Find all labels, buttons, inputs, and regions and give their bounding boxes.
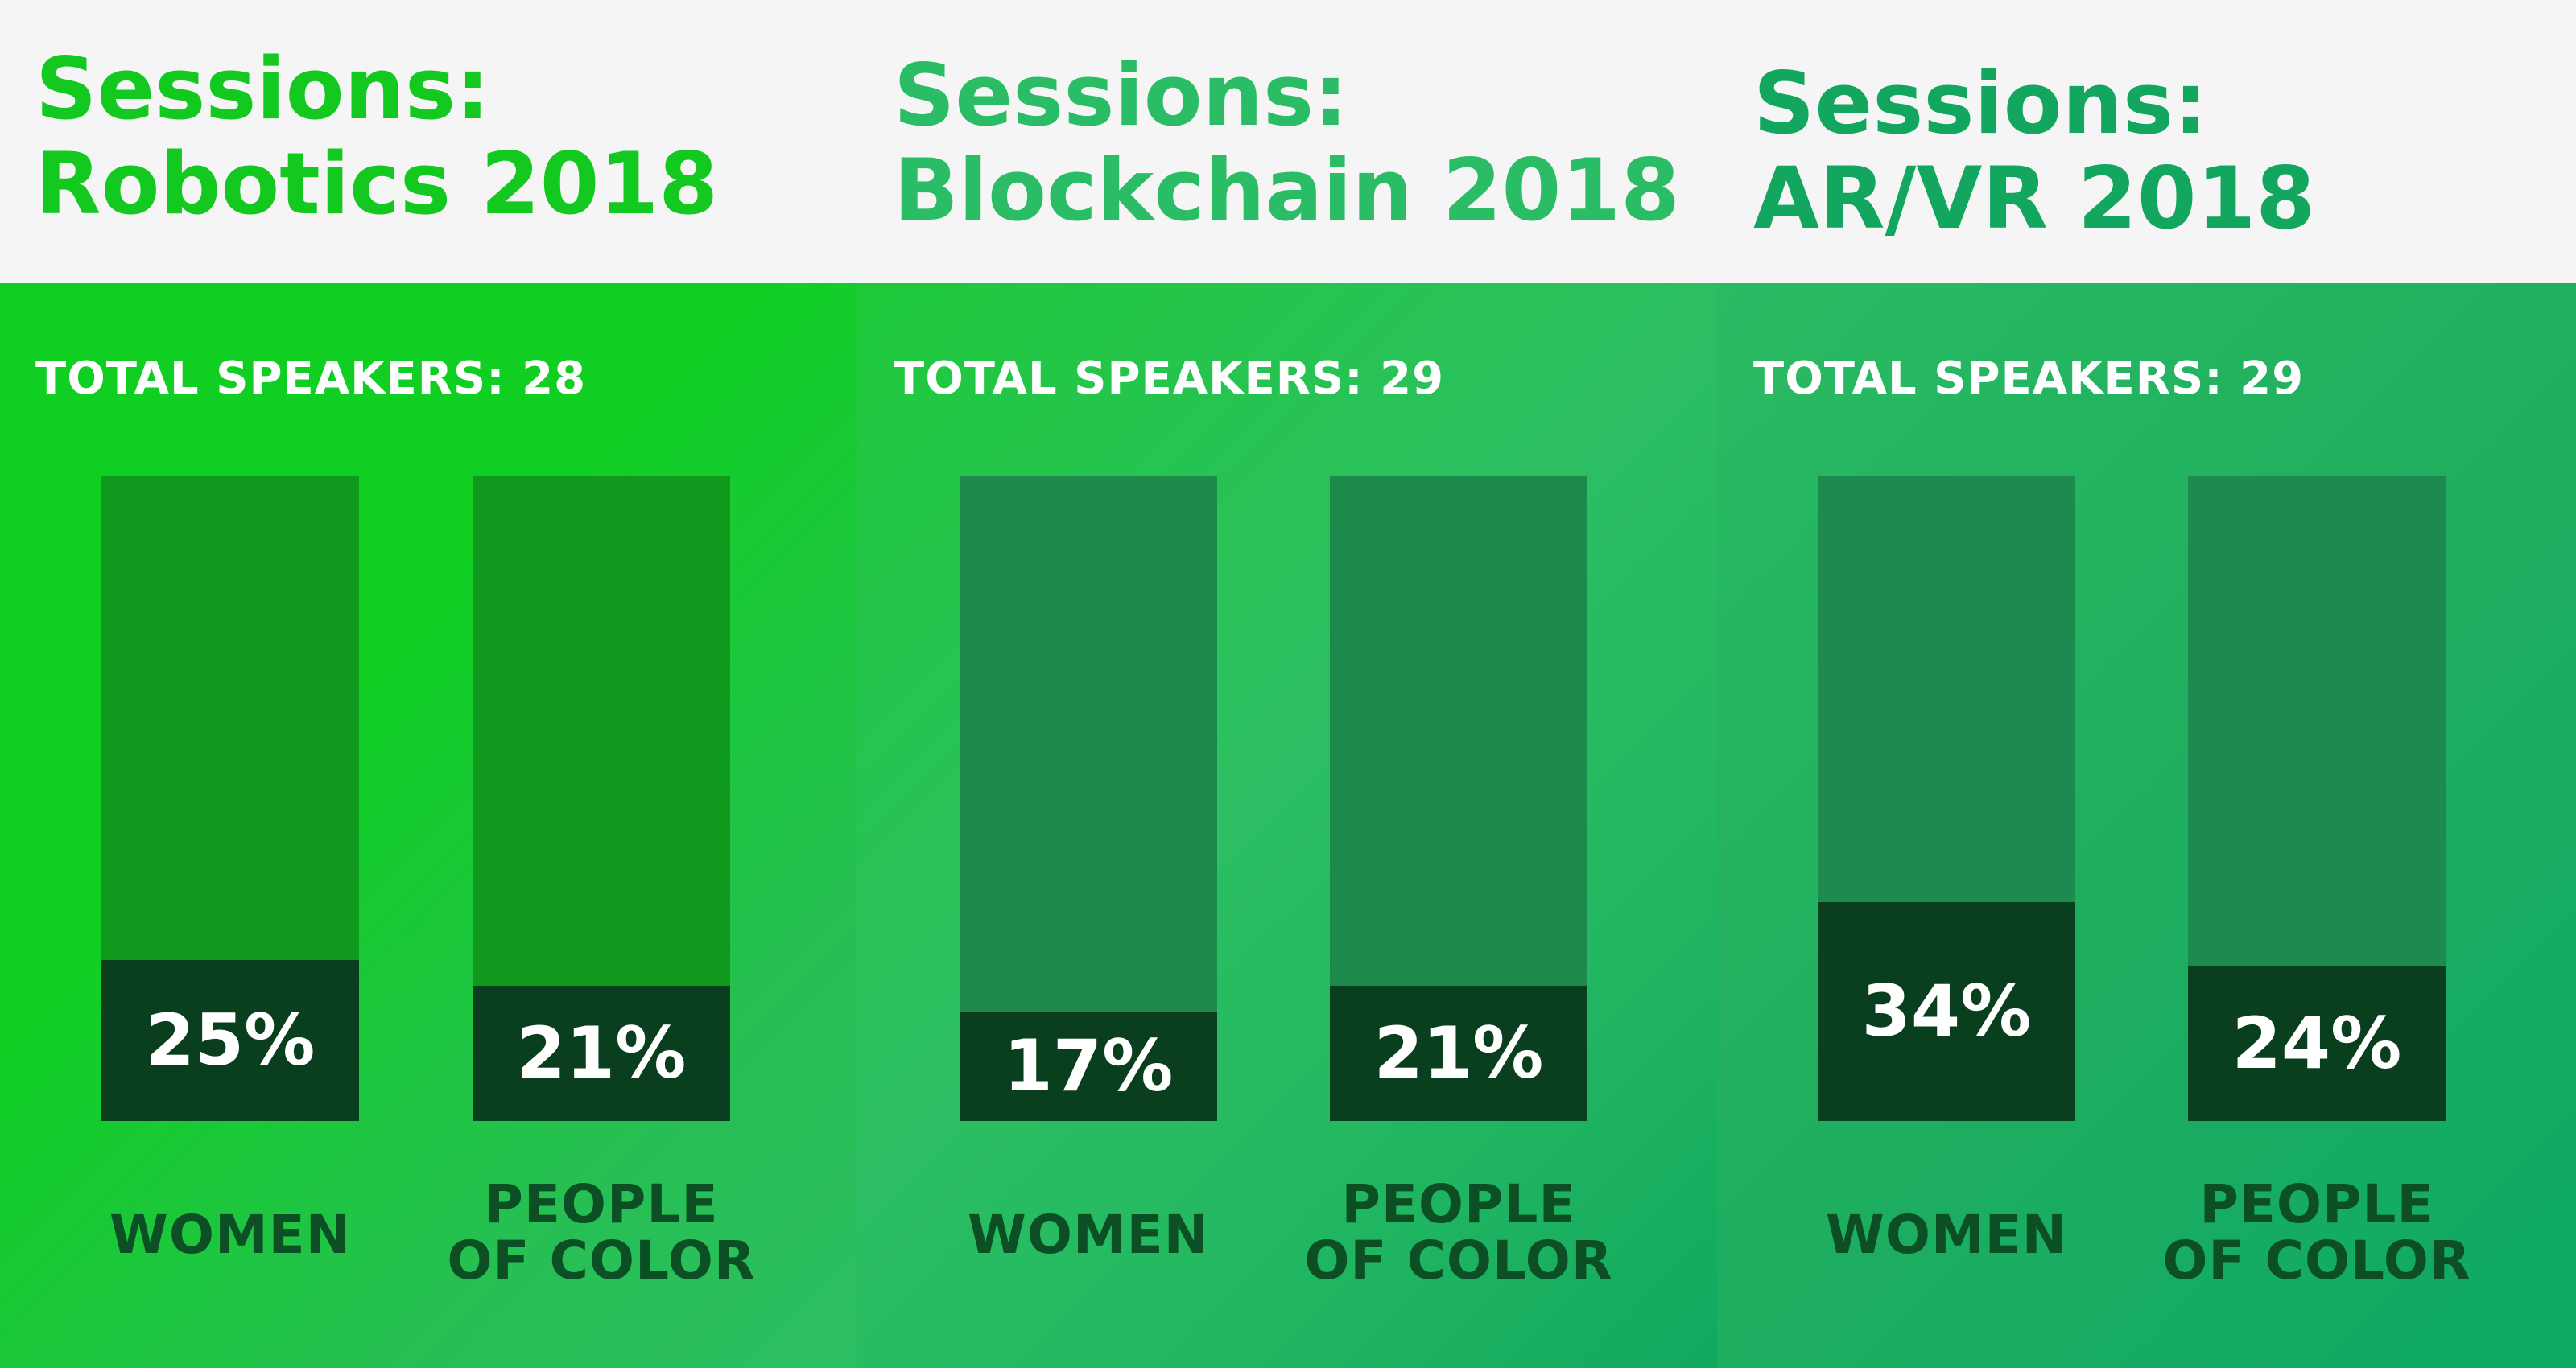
category-label-line: OF COLOR [1304, 1230, 1613, 1292]
bar-track: 24% [2188, 476, 2446, 1121]
bar-track: 21% [473, 476, 730, 1121]
category-label: PEOPLE OF COLOR [416, 1176, 786, 1289]
bar-fill [101, 960, 359, 1121]
bar-track: 21% [1330, 476, 1587, 1121]
chart-title-line: Robotics 2018 [35, 134, 718, 233]
bar-track: 34% [1818, 476, 2075, 1121]
data-label: 21% [1373, 1012, 1544, 1094]
category-label-line: OF COLOR [2162, 1230, 2471, 1292]
data-label: 17% [1003, 1024, 1174, 1107]
category-label-line: PEOPLE [484, 1173, 719, 1235]
bar-fill [1818, 902, 2075, 1121]
bar-track: 25% [101, 476, 359, 1121]
chart-title-robotics: Sessions: Robotics 2018 [35, 42, 718, 232]
category-label: PEOPLE OF COLOR [1274, 1176, 1644, 1289]
category-label: WOMEN [45, 1207, 415, 1263]
total-speakers-arvr: TOTAL SPEAKERS: 29 [1753, 352, 2305, 405]
bar-fill [2188, 966, 2446, 1121]
chart-title-line: Sessions: [894, 46, 1348, 145]
data-label: 25% [145, 999, 316, 1082]
total-speakers-robotics: TOTAL SPEAKERS: 28 [35, 352, 587, 405]
bar-track: 17% [960, 476, 1217, 1121]
category-label: PEOPLE OF COLOR [2132, 1176, 2502, 1289]
chart-title-line: AR/VR 2018 [1753, 149, 2315, 248]
chart-title-line: Blockchain 2018 [894, 141, 1680, 240]
category-label-line: PEOPLE [2199, 1173, 2434, 1235]
total-speakers-blockchain: TOTAL SPEAKERS: 29 [894, 352, 1445, 405]
chart-title-line: Sessions: [1753, 54, 2208, 153]
bar-fill [960, 1012, 1217, 1121]
category-label: WOMEN [903, 1207, 1274, 1263]
category-label-line: PEOPLE [1341, 1173, 1576, 1235]
header-band [0, 0, 2576, 283]
data-label: 21% [516, 1012, 687, 1094]
bar-fill [473, 986, 730, 1121]
chart-title-arvr: Sessions: AR/VR 2018 [1753, 56, 2315, 246]
category-label-line: OF COLOR [447, 1230, 756, 1292]
data-label: 34% [1861, 970, 2032, 1053]
category-label-line: WOMEN [1826, 1204, 2067, 1266]
chart-title-blockchain: Sessions: Blockchain 2018 [894, 48, 1680, 238]
data-label: 24% [2231, 1002, 2402, 1085]
chart-title-line: Sessions: [35, 39, 490, 138]
bar-fill [1330, 986, 1587, 1121]
category-label-line: WOMEN [109, 1204, 351, 1266]
category-label-line: WOMEN [968, 1204, 1209, 1266]
category-label: WOMEN [1761, 1207, 2132, 1263]
